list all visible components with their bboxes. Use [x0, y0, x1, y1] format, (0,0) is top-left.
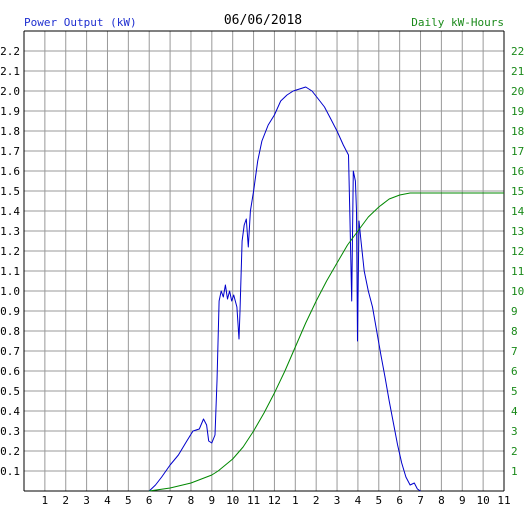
x-tick-label: 11	[247, 494, 260, 507]
grid-layer	[24, 31, 504, 491]
y-tick-label-left: 1.5	[0, 185, 20, 198]
tick-label-layer: 0.1 0.2 0.3 0.4 0.5 0.6 0.7 0.8 0.9 1.0 1.1 1.2 1.3 1…	[0, 45, 524, 507]
y-tick-label-right: 21	[511, 65, 524, 78]
x-tick-label: 10	[477, 494, 490, 507]
y-tick-label-left: 1.6	[0, 165, 20, 178]
y-tick-label-left: 1.3	[0, 225, 20, 238]
y-tick-label-right: 11	[511, 265, 524, 278]
y-tick-label-right: 16	[511, 165, 524, 178]
x-tick-label: 7	[167, 494, 174, 507]
x-tick-label: 11	[497, 494, 510, 507]
x-tick-label: 7	[417, 494, 424, 507]
x-tick-label: 9	[209, 494, 216, 507]
x-tick-label: 1	[42, 494, 49, 507]
y-tick-label-right: 17	[511, 145, 524, 158]
y-tick-label-left: 0.3	[0, 425, 20, 438]
y-tick-label-left: 1.9	[0, 105, 20, 118]
y-tick-label-right: 3	[511, 425, 518, 438]
x-tick-label: 3	[83, 494, 90, 507]
y-tick-label-left: 0.2	[0, 445, 20, 458]
y-tick-label-left: 0.9	[0, 305, 20, 318]
y-tick-label-right: 15	[511, 185, 524, 198]
x-tick-label: 9	[459, 494, 466, 507]
y-tick-label-left: 1.2	[0, 245, 20, 258]
x-tick-label: 4	[104, 494, 111, 507]
y-tick-label-left: 0.7	[0, 345, 20, 358]
series-layer	[148, 86, 504, 492]
x-tick-label: 10	[226, 494, 239, 507]
x-tick-label: 5	[125, 494, 132, 507]
y-tick-label-left: 2.2	[0, 45, 20, 58]
x-tick-label: 2	[313, 494, 320, 507]
y-tick-label-left: 0.1	[0, 465, 20, 478]
x-tick-label: 8	[438, 494, 445, 507]
x-tick-label: 2	[62, 494, 69, 507]
y-tick-label-right: 7	[511, 345, 518, 358]
power-series-line	[148, 86, 421, 492]
y-tick-label-left: 1.4	[0, 205, 20, 218]
y-tick-label-left: 1.0	[0, 285, 20, 298]
y-tick-label-right: 10	[511, 285, 524, 298]
y-tick-label-left: 0.8	[0, 325, 20, 338]
x-tick-label: 12	[268, 494, 281, 507]
y-tick-label-right: 8	[511, 325, 518, 338]
y-tick-label-right: 5	[511, 385, 518, 398]
power-output-axis-label: Power Output (kW)	[24, 16, 137, 29]
x-tick-label: 6	[146, 494, 153, 507]
y-tick-label-left: 0.4	[0, 405, 20, 418]
x-tick-label: 6	[396, 494, 403, 507]
y-tick-label-right: 12	[511, 245, 524, 258]
daily-kwh-axis-label: Daily kW-Hours	[411, 16, 504, 29]
y-tick-label-left: 2.0	[0, 85, 20, 98]
y-tick-label-right: 2	[511, 445, 518, 458]
x-tick-label: 4	[355, 494, 362, 507]
y-tick-label-right: 9	[511, 305, 518, 318]
plot-background	[24, 31, 504, 491]
y-tick-label-right: 19	[511, 105, 524, 118]
axis-layer	[23, 30, 505, 492]
x-tick-label: 1	[292, 494, 299, 507]
y-tick-label-right: 22	[511, 45, 524, 58]
x-tick-label: 5	[375, 494, 382, 507]
y-tick-label-right: 6	[511, 365, 518, 378]
y-tick-label-left: 1.7	[0, 145, 20, 158]
y-tick-label-left: 0.5	[0, 385, 20, 398]
y-tick-label-left: 2.1	[0, 65, 20, 78]
chart-date-title: 06/06/2018	[224, 13, 302, 28]
y-tick-label-right: 18	[511, 125, 524, 138]
y-tick-label-right: 4	[511, 405, 518, 418]
y-tick-label-left: 1.8	[0, 125, 20, 138]
y-tick-label-right: 14	[511, 205, 525, 218]
y-tick-label-left: 1.1	[0, 265, 20, 278]
energy-series-line	[149, 192, 504, 492]
x-tick-label: 8	[188, 494, 195, 507]
x-tick-label: 3	[334, 494, 341, 507]
y-tick-label-left: 0.6	[0, 365, 20, 378]
y-tick-label-right: 13	[511, 225, 524, 238]
y-tick-label-right: 1	[511, 465, 518, 478]
y-tick-label-right: 20	[511, 85, 524, 98]
